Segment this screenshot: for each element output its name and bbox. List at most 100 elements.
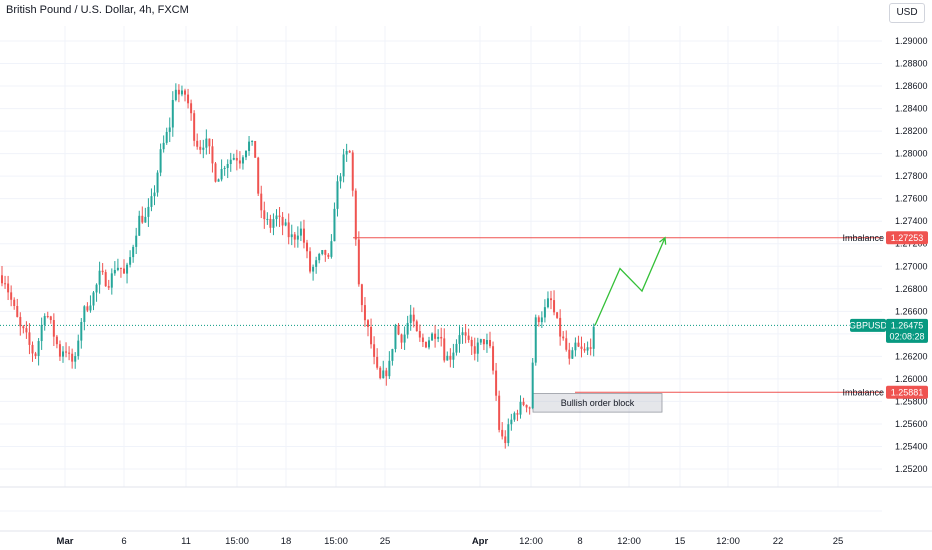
imbalance-price-tag [886,385,928,399]
candle-body [385,370,388,377]
candle-body [339,176,342,182]
candle [254,140,257,158]
x-tick-label: 11 [181,536,191,547]
candle [83,305,86,331]
candle [409,304,412,331]
candle-body [58,344,61,357]
candle [495,362,498,401]
y-tick-label: 1.26800 [895,284,928,294]
candle [13,297,16,310]
candle [556,311,559,319]
candle [519,395,522,419]
candle [74,352,77,369]
candle [284,218,287,227]
candle-body [299,228,302,236]
candle-body [400,334,403,343]
candle [156,170,159,197]
time-axis: Mar 6 11 15:00 18 15:00 25 Apr 12:00 8 12:00 15 12:0… [57,536,844,547]
candle-body [28,332,31,345]
candle-body [95,284,98,293]
candle-body [333,208,336,242]
candle-body [373,344,376,357]
candle [461,327,464,344]
candle [217,178,220,182]
y-tick-label: 1.28600 [895,81,928,91]
candle [339,173,342,189]
candle-body [397,325,400,335]
candle-body [394,325,397,350]
candle [504,430,507,449]
candle-body [473,346,476,354]
candle-body [528,407,531,409]
candle [171,91,174,137]
candle-body [62,351,64,357]
candle-body [498,395,501,430]
x-tick-label: 22 [773,536,784,547]
x-tick-label: Mar [57,536,74,547]
candle-body [452,352,455,360]
candle-body [287,222,290,238]
candle [162,135,165,153]
candle-body [577,342,580,347]
candle-body [141,215,144,223]
candle [559,309,562,346]
x-tick-label: 12:00 [519,536,543,547]
candle-body [324,250,327,255]
candle [330,234,333,259]
candle [452,343,455,368]
y-tick-label: 1.25600 [895,419,928,429]
currency-button[interactable]: USD [889,3,925,23]
y-tick-label: 1.29000 [895,36,928,46]
candle [440,327,443,347]
candle [80,318,83,349]
candle [226,159,229,179]
candle [510,413,513,431]
candle-body [202,147,205,150]
candle-body [376,356,379,368]
candle [71,348,74,369]
candle-body [269,218,272,228]
candle [315,256,318,274]
candle [199,140,202,155]
candle-body [74,356,77,362]
candle-body [156,172,159,193]
chart-title: British Pound / U.S. Dollar, 4h, FXCM [6,4,189,16]
candle [77,334,80,360]
candle [31,341,34,362]
candle [138,210,141,237]
candle [260,185,263,219]
candle [165,127,168,145]
candle [223,165,226,176]
candle [86,302,89,313]
candle [492,341,495,375]
candle [525,404,528,413]
candle [116,258,119,272]
candle-body [522,401,525,405]
candle [540,311,543,328]
candle-body [168,127,171,132]
candle-body [318,254,321,261]
candle [553,290,556,316]
candle [318,252,321,264]
candle-body [592,326,595,349]
candle-body [83,306,86,322]
candle-body [382,370,385,379]
candle-body [211,146,214,164]
candle [543,299,546,323]
candle-body [241,157,244,164]
candle [119,267,122,278]
candle [388,351,391,379]
candle-body [348,150,351,153]
candle-body [251,140,254,142]
imbalance-price-text: 1.25881 [891,387,924,397]
candle-body [388,360,391,377]
candle [473,337,476,361]
candle-body [113,269,116,274]
candle [135,227,138,255]
candle-body [226,163,229,168]
candle-body [476,342,479,354]
candle-body [537,317,540,323]
candle [299,221,302,242]
